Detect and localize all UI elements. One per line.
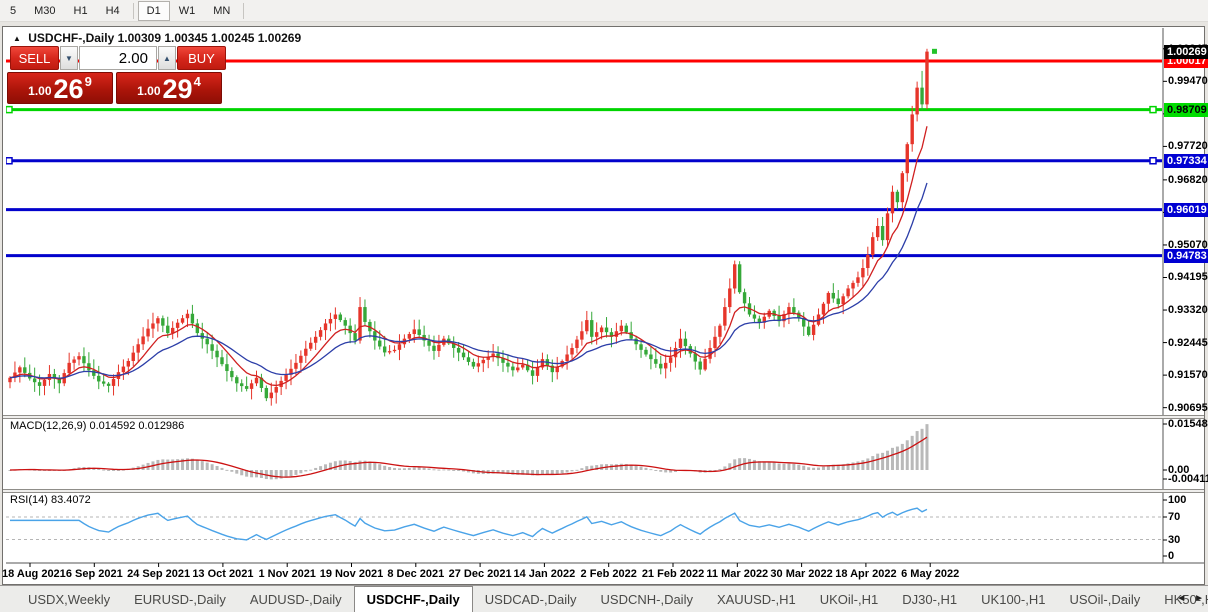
date-label: 18 Aug 2021 <box>2 568 66 580</box>
date-label: 14 Jan 2022 <box>513 568 576 580</box>
date-label: 8 Dec 2021 <box>387 568 445 580</box>
pane-divider-macd[interactable] <box>3 415 1204 419</box>
date-label: 11 Mar 2022 <box>706 568 769 580</box>
ask-big-digits: 29 <box>162 74 193 104</box>
ask-prefix: 1.00 <box>137 84 161 98</box>
price-tick-label: 0.90695 <box>1168 401 1208 414</box>
volume-decrease-button[interactable]: ▼ <box>60 46 78 70</box>
rsi-axis-label: 70 <box>1168 511 1181 523</box>
timeframe-button-5[interactable]: 5 <box>10 4 17 17</box>
chart-tab-audusd-daily[interactable]: AUDUSD-,Daily <box>249 591 342 607</box>
rsi-label: RSI(14) 83.4072 <box>10 494 91 506</box>
bid-pip-digit: 9 <box>84 74 92 89</box>
price-tick-label: 0.93320 <box>1168 304 1208 317</box>
ask-price-box[interactable]: 1.00 29 4 <box>116 72 222 104</box>
collapse-triangle-icon[interactable]: ▲ <box>13 34 21 43</box>
chart-tab-usdx-weekly[interactable]: USDX,Weekly <box>28 591 111 607</box>
macd-axis-label: 0.00 <box>1168 464 1190 476</box>
current-price-flag: 1.00269 <box>1164 44 1208 59</box>
chart-tab-uk100-h1[interactable]: UK100-,H1 <box>981 591 1046 607</box>
toolbar-separator <box>132 2 134 19</box>
date-label: 27 Dec 2021 <box>448 568 512 580</box>
date-label: 30 Mar 2022 <box>770 568 833 580</box>
rsi-axis-label: 0 <box>1168 550 1175 562</box>
macd-label: MACD(12,26,9) 0.014592 0.012986 <box>10 420 185 432</box>
date-label: 1 Nov 2021 <box>258 568 316 580</box>
price-tick-label: 0.96820 <box>1168 173 1208 186</box>
macd-axis-label: 0.015482 <box>1168 418 1208 430</box>
tab-scroll-buttons: ◄ ► <box>1176 585 1204 612</box>
chart-tab-usoil-daily[interactable]: USOil-,Daily <box>1069 591 1141 607</box>
macd-axis-label: -0.004117 <box>1168 473 1208 485</box>
timeframe-button-W1[interactable]: W1 <box>178 4 196 17</box>
price-tick-label: 0.92445 <box>1168 336 1208 349</box>
date-label: 6 Sep 2021 <box>65 568 123 580</box>
hline-price-flag: 0.94783 <box>1164 248 1208 263</box>
bid-big-digits: 26 <box>53 74 84 104</box>
chart-title: ▲ USDCHF-,Daily 1.00309 1.00345 1.00245 … <box>13 31 301 45</box>
date-label: 19 Nov 2021 <box>319 568 384 580</box>
price-tick-label: 0.99470 <box>1168 75 1208 88</box>
chart-tab-eurusd-daily[interactable]: EURUSD-,Daily <box>134 591 226 607</box>
hline-price-flag: 0.96019 <box>1164 202 1208 217</box>
spinner-down-icon: ▼ <box>65 53 73 63</box>
tab-scroll-right-icon[interactable]: ► <box>1194 593 1204 604</box>
volume-input[interactable] <box>79 46 157 70</box>
date-label: 6 May 2022 <box>901 568 960 580</box>
date-label: 2 Feb 2022 <box>580 568 637 580</box>
chart-tab-ukoil-h1[interactable]: UKOil-,H1 <box>819 591 879 607</box>
date-label: 24 Sep 2021 <box>127 568 191 580</box>
bid-price-box[interactable]: 1.00 26 9 <box>7 72 113 104</box>
date-label: 21 Feb 2022 <box>641 568 705 580</box>
chart-title-symbol: USDCHF-,Daily <box>28 31 115 45</box>
spinner-up-icon: ▲ <box>163 53 171 63</box>
chart-tab-hk50-h1[interactable]: HK50-,H1 <box>1164 591 1208 607</box>
chart-tab-usdcad-daily[interactable]: USDCAD-,Daily <box>484 591 577 607</box>
chart-tab-usdcnh-daily[interactable]: USDCNH-,Daily <box>600 591 693 607</box>
chart-tab-usdchf-daily[interactable]: USDCHF-,Daily <box>353 586 473 612</box>
rsi-axis-label: 100 <box>1168 494 1187 506</box>
chart-tab-xauusd-h1[interactable]: XAUUSD-,H1 <box>716 591 796 607</box>
price-tick-label: 0.94195 <box>1168 271 1208 284</box>
date-label: 18 Apr 2022 <box>835 568 897 580</box>
price-tick-label: 0.91570 <box>1168 369 1208 382</box>
timeframe-button-H4[interactable]: H4 <box>105 4 120 17</box>
timeframe-toolbar: 5 M30 H1 H4 D1 W1 MN <box>0 0 1208 22</box>
timeframe-button-D1[interactable]: D1 <box>137 0 170 21</box>
date-label: 13 Oct 2021 <box>192 568 254 580</box>
buy-button[interactable]: BUY <box>177 46 226 70</box>
timeframe-button-M30[interactable]: M30 <box>34 4 56 17</box>
chart-window <box>2 26 1205 585</box>
price-tick-label: 0.95070 <box>1168 238 1208 251</box>
price-tick-label: 0.97720 <box>1168 140 1208 153</box>
timeframe-button-H1[interactable]: H1 <box>73 4 88 17</box>
chart-tab-dj30-h1[interactable]: DJ30-,H1 <box>902 591 958 607</box>
tab-scroll-left-icon[interactable]: ◄ <box>1176 593 1187 604</box>
timeframe-button-MN[interactable]: MN <box>213 4 231 17</box>
sell-button[interactable]: SELL <box>10 46 59 70</box>
hline-price-flag: 0.97334 <box>1164 153 1208 168</box>
one-click-trading-panel: SELL ▼ ▲ BUY 1.00 26 9 1.00 29 4 <box>7 46 227 104</box>
bid-prefix: 1.00 <box>28 84 52 98</box>
chart-tab-bar: USDX,Weekly EURUSD-,Daily AUDUSD-,Daily USD… <box>0 585 1208 612</box>
toolbar-separator <box>243 2 245 19</box>
chart-title-ohlc: 1.00309 1.00345 1.00245 1.00269 <box>117 31 302 45</box>
rsi-axis-label: 30 <box>1168 534 1181 546</box>
ask-pip-digit: 4 <box>193 74 201 89</box>
volume-increase-button[interactable]: ▲ <box>158 46 176 70</box>
hline-price-flag: 0.98709 <box>1164 102 1208 117</box>
pane-divider-rsi[interactable] <box>3 489 1204 493</box>
